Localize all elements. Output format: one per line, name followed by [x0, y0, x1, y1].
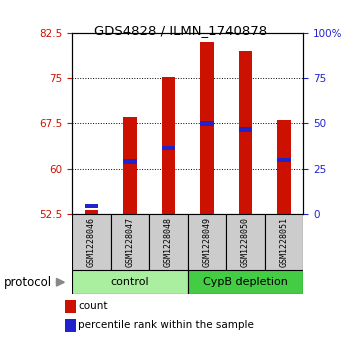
Bar: [239, 51, 252, 214]
Bar: [72, 214, 111, 270]
Text: GSM1228048: GSM1228048: [164, 217, 173, 267]
Bar: [85, 210, 98, 214]
Bar: [65, 319, 76, 332]
Text: protocol: protocol: [4, 276, 52, 289]
Bar: [162, 77, 175, 214]
Bar: [200, 121, 214, 126]
Bar: [226, 214, 265, 270]
Text: GSM1228047: GSM1228047: [126, 217, 134, 267]
Bar: [265, 214, 303, 270]
Text: GSM1228050: GSM1228050: [241, 217, 250, 267]
Text: percentile rank within the sample: percentile rank within the sample: [78, 321, 254, 330]
Text: GSM1228046: GSM1228046: [87, 217, 96, 267]
Bar: [162, 146, 175, 150]
Bar: [188, 270, 303, 294]
Bar: [188, 214, 226, 270]
Bar: [72, 270, 188, 294]
Bar: [149, 214, 188, 270]
Text: control: control: [111, 277, 149, 287]
Bar: [200, 42, 214, 214]
Bar: [123, 117, 137, 214]
Text: CypB depletion: CypB depletion: [203, 277, 288, 287]
Bar: [277, 158, 291, 162]
Text: GSM1228051: GSM1228051: [279, 217, 288, 267]
Bar: [123, 159, 137, 164]
Bar: [111, 214, 149, 270]
Text: GDS4828 / ILMN_1740878: GDS4828 / ILMN_1740878: [94, 24, 267, 37]
Bar: [65, 300, 76, 313]
Bar: [239, 127, 252, 131]
Bar: [277, 121, 291, 214]
Text: count: count: [78, 301, 108, 311]
Text: GSM1228049: GSM1228049: [203, 217, 212, 267]
Bar: [85, 204, 98, 208]
